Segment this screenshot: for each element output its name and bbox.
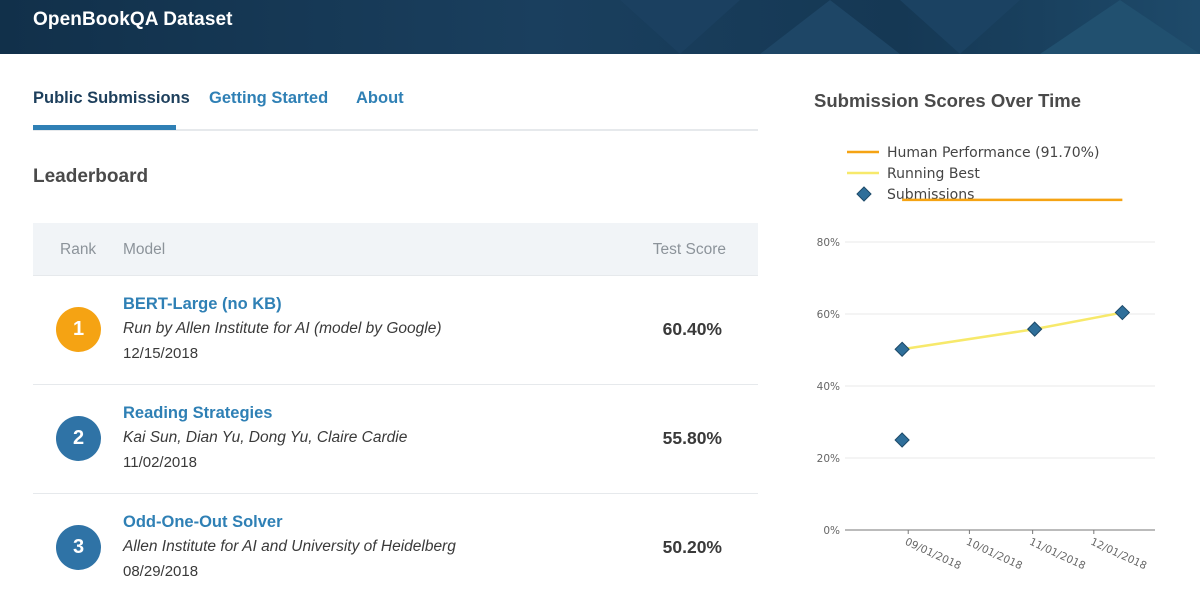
rank-badge: 1 [56,307,101,352]
top-header: OpenBookQA Dataset [0,0,1200,54]
x-tick-label: 10/01/2018 [964,536,1024,572]
rank-badge: 3 [56,525,101,570]
test-score: 55.80% [662,428,722,448]
running-best-line [901,311,1123,351]
y-tick-label: 20% [817,453,840,465]
column-header-model: Model [123,241,166,258]
table-row: 2 Reading Strategies Kai Sun, Dian Yu, D… [33,385,758,494]
tab-getting-started[interactable]: Getting Started [209,89,329,107]
table-header: Rank Model Test Score [33,223,758,276]
site-title[interactable]: OpenBookQA Dataset [33,9,233,30]
model-link[interactable]: Odd-One-Out Solver [123,513,283,531]
y-tick-label: 0% [823,525,840,537]
model-author: Kai Sun, Dian Yu, Dong Yu, Claire Cardie [123,429,408,446]
legend-submissions-swatch [856,186,872,202]
y-tick-label: 80% [817,237,840,249]
rank-badge: 2 [56,416,101,461]
header-pattern [900,0,1020,54]
submission-point [1114,304,1131,321]
tab-bar: Public Submissions Getting Started About [33,82,758,131]
test-score: 50.20% [662,537,722,557]
leaderboard-table: Rank Model Test Score 1 BERT-Large (no K… [33,223,758,597]
table-row: 3 Odd-One-Out Solver Allen Institute for… [33,494,758,597]
chart-grid [845,241,1155,531]
x-tick-label: 09/01/2018 [903,536,963,572]
chart-legend: Human Performance (91.70%)Running BestSu… [847,145,1099,203]
header-pattern [760,0,900,54]
submission-point [894,341,910,357]
header-pattern [1040,0,1200,54]
model-author: Allen Institute for AI and University of… [123,538,456,555]
submission-point [1026,321,1043,337]
legend-human-label: Human Performance (91.70%) [887,145,1099,161]
tab-about[interactable]: About [356,89,404,107]
table-row: 1 BERT-Large (no KB) Run by Allen Instit… [33,276,758,385]
column-header-rank: Rank [60,241,97,258]
y-tick-label: 60% [817,309,840,321]
y-tick-label: 40% [817,381,840,393]
active-tab-indicator [33,125,176,130]
x-tick-label: 12/01/2018 [1089,536,1149,572]
submission-date: 08/29/2018 [123,563,199,580]
chart-title: Submission Scores Over Time [814,90,1081,111]
legend-running-best-label: Running Best [887,166,980,182]
score-chart: Human Performance (91.70%)Running BestSu… [817,145,1155,572]
chart-axes: 0% 20% 40% 60% 80% 09/01/2018 10/01/2018 11/01/… [817,237,1149,572]
leaderboard-title: Leaderboard [33,166,149,187]
model-link[interactable]: BERT-Large (no KB) [123,295,282,313]
header-pattern [620,0,740,54]
model-author: Run by Allen Institute for AI (model by … [123,320,442,337]
x-tick-label: 11/01/2018 [1027,536,1087,572]
chart-series [894,198,1131,448]
test-score: 60.40% [662,319,722,339]
model-link[interactable]: Reading Strategies [123,404,273,422]
submission-date: 11/02/2018 [123,454,197,471]
column-header-score: Test Score [652,241,726,258]
tab-public-submissions[interactable]: Public Submissions [33,89,190,107]
submission-date: 12/15/2018 [123,345,199,362]
submission-point [894,432,910,448]
